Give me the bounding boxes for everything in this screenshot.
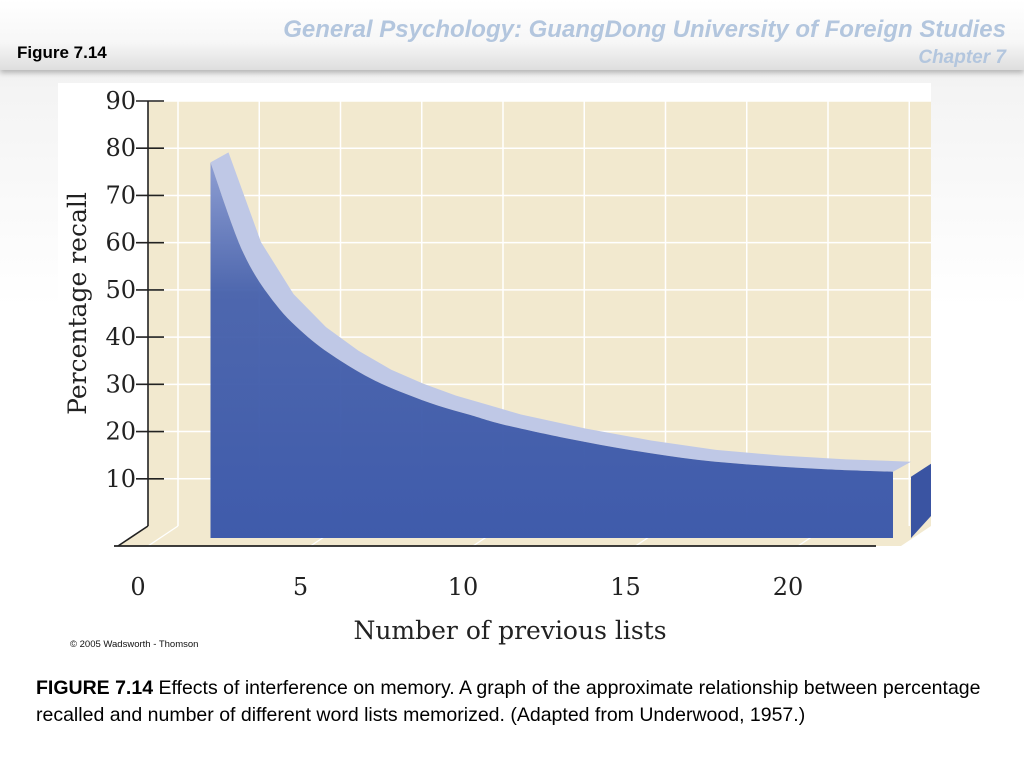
y-tick-label: 40 [105, 323, 136, 351]
x-tick-label: 15 [610, 573, 641, 601]
figure-label: Figure 7.14 [17, 43, 107, 62]
y-tick-label: 20 [105, 418, 136, 446]
caption-text: Effects of interference on memory. A gra… [36, 677, 981, 726]
x-tick-label: 10 [448, 573, 479, 601]
chart-panel: 10 20 30 40 50 60 70 80 90 0 5 10 15 20 Number of prev… [58, 83, 931, 658]
figure-caption: FIGURE 7.14 Effects of interference on m… [36, 675, 996, 729]
course-title: General Psychology: GuangDong University… [283, 16, 1006, 43]
x-axis-label: Number of previous lists [353, 616, 666, 645]
chapter-label: Chapter 7 [918, 47, 1006, 68]
gridline-floor [147, 525, 179, 547]
area-chart: 10 20 30 40 50 60 70 80 90 0 5 10 15 20 Number of prev… [63, 87, 931, 645]
y-tick-label: 80 [105, 134, 136, 162]
copyright-notice: © 2005 Wadsworth - Thomson [70, 639, 199, 650]
x-tick-label: 5 [293, 573, 308, 601]
x-tick-label: 20 [773, 573, 804, 601]
area-end-cap [911, 463, 931, 538]
caption-label: FIGURE 7.14 [36, 677, 154, 699]
y-axis-label: Percentage recall [63, 192, 92, 415]
slide-header [0, 0, 1024, 70]
x-tick-label: 0 [130, 573, 145, 601]
y-tick-label: 60 [105, 229, 136, 257]
y-tick-label: 50 [105, 276, 136, 304]
y-tick-label: 70 [105, 181, 136, 209]
floor-edge [117, 525, 149, 547]
y-tick-label: 30 [105, 370, 136, 398]
y-tick-label: 90 [105, 87, 136, 115]
area-series [210, 162, 893, 538]
y-tick-label: 10 [105, 465, 136, 493]
